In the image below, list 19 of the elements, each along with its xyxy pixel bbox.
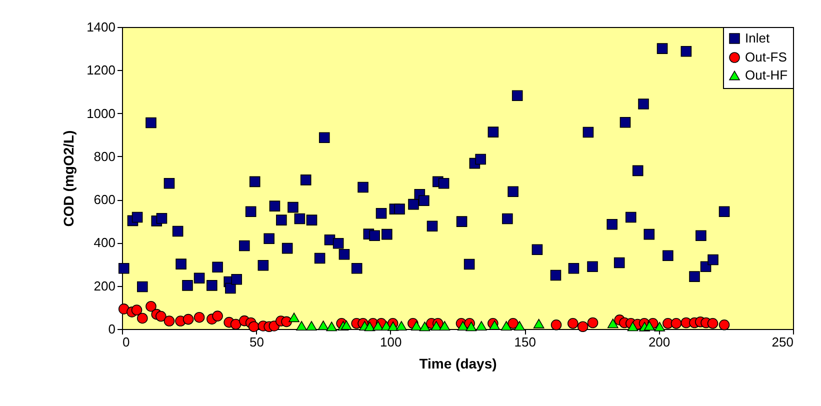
y-tick-label: 1400 [86,20,116,34]
y-tick-label: 800 [94,148,116,164]
x-tick-label: 0 [122,334,130,350]
x-tick-label: 200 [648,334,670,350]
y-tick-label: 400 [94,235,116,250]
legend-label: Out-FS [745,50,788,64]
legend-label: Out-HF [745,68,788,82]
x-tick-label: 250 [772,334,794,350]
legend-label: Inlet [745,30,770,46]
y-tick-label: 200 [94,278,116,294]
x-tick-label: 100 [380,334,402,350]
y-axis-title: COD (mgO2/L) [60,130,77,227]
x-axis-title: Time (days) [419,356,497,372]
x-tick-label: 50 [249,334,264,350]
x-tick-label: 150 [514,334,536,350]
y-tick-label: 600 [94,192,116,208]
y-tick-label: 0 [108,322,116,336]
y-tick-label: 1200 [86,62,116,78]
y-tick-label: 1000 [86,106,116,121]
